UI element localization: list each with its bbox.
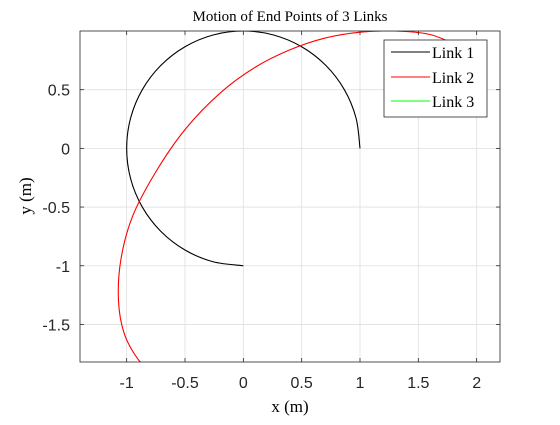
y-tick-label: -1.5 <box>42 317 70 334</box>
legend-entry-link-1: Link 1 <box>391 45 474 62</box>
x-tick-label: 1.5 <box>407 375 429 392</box>
y-tick-label: 0 <box>61 141 70 158</box>
x-tick-labels: -1 -0.5 0 0.5 1 1.5 2 <box>120 375 482 392</box>
legend-label-link-1: Link 1 <box>432 45 474 62</box>
ticks <box>80 31 500 362</box>
y-tick-label: 0.5 <box>48 83 70 100</box>
legend: Link 1 Link 2 Link 3 <box>383 39 488 118</box>
chart-title: Motion of End Points of 3 Links <box>192 9 387 25</box>
axes-box <box>79 30 501 363</box>
x-tick-label: -1 <box>120 375 134 392</box>
x-tick-label: 0.5 <box>291 375 313 392</box>
x-tick-label: -0.5 <box>171 375 199 392</box>
x-tick-label: 2 <box>472 375 481 392</box>
grid <box>80 31 500 362</box>
legend-label-link-3: Link 3 <box>432 94 474 111</box>
legend-entry-link-2: Link 2 <box>391 70 474 87</box>
legend-box <box>383 39 488 118</box>
series-layer <box>117 31 460 362</box>
x-tick-label: 1 <box>356 375 365 392</box>
x-axis-label: x (m) <box>271 397 308 416</box>
y-axis-label: y (m) <box>16 177 35 214</box>
legend-label-link-2: Link 2 <box>432 70 474 87</box>
legend-entry-link-3: Link 3 <box>391 94 474 111</box>
x-tick-label: 0 <box>239 375 248 392</box>
series-line-link-2 <box>117 31 460 362</box>
y-tick-label: -0.5 <box>42 200 70 217</box>
y-tick-labels: 0.5 0 -0.5 -1 -1.5 <box>42 83 70 335</box>
y-tick-label: -1 <box>56 259 70 276</box>
series-line-link-1 <box>126 31 361 267</box>
